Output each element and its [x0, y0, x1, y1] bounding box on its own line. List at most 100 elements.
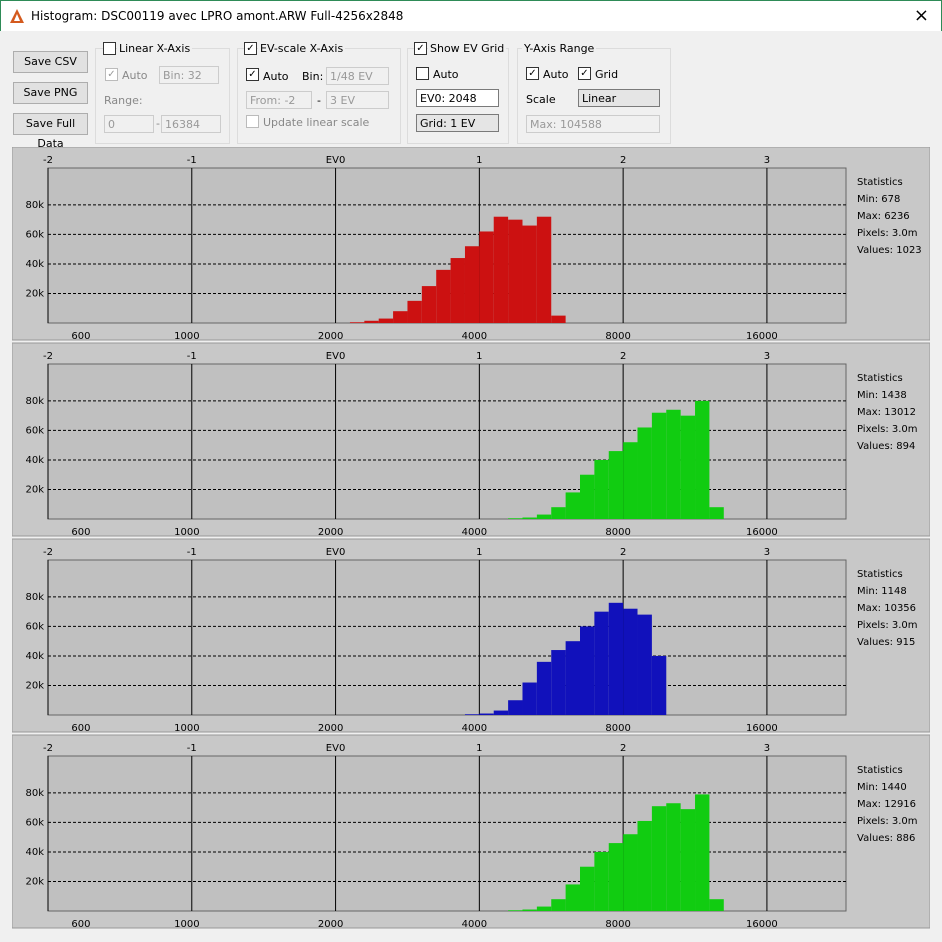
x2-tick-label: 600 — [71, 723, 90, 734]
checkbox[interactable]: ✓ — [246, 68, 259, 81]
x-tick-label: 2 — [620, 547, 626, 558]
histogram-bar — [464, 246, 480, 323]
x2-tick-label: 16000 — [746, 527, 778, 538]
x-tick-label: 2 — [620, 743, 626, 754]
app-icon — [10, 9, 24, 23]
checkbox[interactable]: ✓ — [414, 42, 427, 55]
group-label: EV-scale X-Axis — [258, 42, 346, 55]
histogram-bar — [522, 225, 537, 323]
histogram-bar — [594, 611, 609, 715]
checkbox — [246, 115, 259, 128]
histogram-bar — [637, 820, 652, 911]
y-tick-label: 80k — [25, 788, 44, 799]
x2-tick-label: 2000 — [318, 723, 343, 734]
stats-line: Min: 1148 — [857, 586, 907, 597]
histogram-bar — [508, 910, 523, 911]
histogram-bar — [364, 320, 379, 323]
histogram-bar — [479, 231, 494, 323]
stats-line: Pixels: 3.0m — [857, 228, 918, 239]
histogram-bar — [421, 286, 437, 323]
x2-tick-label: 8000 — [605, 919, 630, 930]
y-tick-label: 20k — [25, 876, 44, 887]
stats-title: Statistics — [857, 177, 903, 188]
dropdown[interactable]: Grid: 1 EV — [416, 114, 499, 132]
histogram-bar — [349, 322, 365, 323]
button[interactable]: Save CSV — [13, 51, 88, 73]
spinbox: Bin: 32 — [159, 66, 219, 84]
x2-tick-label: 2000 — [318, 527, 343, 538]
x-tick-label: -2 — [43, 547, 53, 558]
dropdown[interactable]: Linear — [578, 89, 660, 107]
button[interactable]: Save PNG — [13, 82, 88, 104]
y-tick-label: 80k — [25, 396, 44, 407]
y-tick-label: 80k — [25, 200, 44, 211]
label: Update linear scale — [263, 116, 370, 129]
histogram-bar — [594, 851, 609, 911]
histogram-bar — [393, 311, 408, 323]
histogram-bar — [551, 507, 566, 519]
x-tick-label: 1 — [476, 155, 482, 166]
histogram-bar — [709, 507, 724, 519]
label: Bin: — [302, 70, 324, 83]
x2-tick-label: 4000 — [462, 723, 487, 734]
histogram-bar — [551, 899, 566, 911]
x-tick-label: 3 — [764, 351, 770, 362]
histogram-bar — [580, 866, 595, 911]
stats-line: Max: 10356 — [857, 603, 916, 614]
y-tick-label: 40k — [25, 651, 44, 662]
y-tick-label: 20k — [25, 484, 44, 495]
histogram-bar — [651, 806, 667, 911]
histogram-bar — [508, 700, 523, 715]
spinbox: 3 EV — [326, 91, 389, 109]
y-tick-label: 40k — [25, 259, 44, 270]
histogram-bar — [378, 318, 394, 323]
stats-line: Pixels: 3.0m — [857, 424, 918, 435]
plot-area — [47, 559, 847, 716]
checkbox[interactable]: ✓ — [578, 67, 591, 80]
x-tick-label: -1 — [187, 743, 197, 754]
y-tick-label: 40k — [25, 455, 44, 466]
x-tick-label: -1 — [187, 351, 197, 362]
stats-line: Max: 6236 — [857, 211, 910, 222]
spinbox: From: -2 — [246, 91, 312, 109]
checkbox[interactable]: ✓ — [244, 42, 257, 55]
x2-tick-label: 8000 — [605, 331, 630, 342]
x2-tick-label: 1000 — [174, 527, 199, 538]
histogram-bar — [551, 650, 566, 715]
checkbox[interactable] — [416, 67, 429, 80]
x2-tick-label: 1000 — [174, 723, 199, 734]
spinbox: 16384 — [161, 115, 221, 133]
x-tick-label: -1 — [187, 547, 197, 558]
close-button[interactable]: × — [913, 5, 929, 26]
x2-tick-label: 4000 — [462, 331, 487, 342]
checkbox: ✓ — [105, 68, 118, 81]
x2-tick-label: 1000 — [174, 919, 199, 930]
stats-line: Pixels: 3.0m — [857, 816, 918, 827]
group-label: Show EV Grid — [428, 42, 507, 55]
group-label: Linear X-Axis — [117, 42, 193, 55]
y-tick-label: 60k — [25, 425, 44, 436]
checkbox[interactable]: ✓ — [526, 67, 539, 80]
histogram-bar — [623, 442, 638, 519]
label: Range: — [104, 94, 143, 107]
checkbox[interactable] — [103, 42, 116, 55]
histogram-bar — [508, 518, 523, 519]
spinbox[interactable]: EV0: 2048 — [416, 89, 499, 107]
x-tick-label: 2 — [620, 155, 626, 166]
histogram-bar — [680, 809, 696, 911]
stats-line: Pixels: 3.0m — [857, 620, 918, 631]
spinbox: Max: 104588 — [526, 115, 660, 133]
x2-tick-label: 16000 — [746, 723, 778, 734]
x2-tick-label: 4000 — [462, 919, 487, 930]
histogram-bar — [580, 626, 595, 715]
stats-line: Min: 1440 — [857, 782, 907, 793]
x-tick-label: -2 — [43, 743, 53, 754]
stats-line: Values: 1023 — [857, 245, 922, 256]
x2-tick-label: 8000 — [605, 723, 630, 734]
histogram-bar — [536, 514, 552, 519]
button[interactable]: Save Full Data — [13, 113, 88, 150]
histogram-bar — [651, 412, 667, 519]
stats-title: Statistics — [857, 569, 903, 580]
y-tick-label: 60k — [25, 621, 44, 632]
histogram-bar — [651, 655, 667, 715]
